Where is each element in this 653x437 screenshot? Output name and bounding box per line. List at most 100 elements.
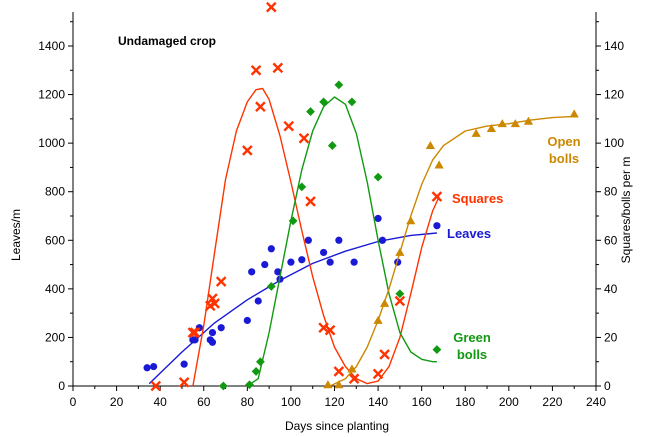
leaves-point — [248, 268, 256, 276]
series-label-squares: Squares — [452, 191, 503, 206]
green-bolls-point — [266, 282, 276, 291]
squares-point — [250, 64, 262, 76]
green-bolls-point — [256, 357, 265, 367]
leaves-point — [180, 360, 188, 368]
green-bolls-point — [245, 380, 254, 390]
x-axis-title: Days since planting — [285, 419, 389, 433]
green-bolls-point — [218, 381, 228, 391]
y-right-tick-label: 0 — [604, 379, 611, 393]
x-tick-label: 0 — [70, 395, 77, 409]
squares-point — [178, 377, 190, 388]
x-tick-label: 40 — [153, 395, 167, 409]
series-label-leaves: Leaves — [447, 226, 491, 241]
squares-point — [189, 327, 201, 338]
squares-point — [431, 191, 443, 202]
y-right-tick-label: 40 — [604, 282, 618, 296]
leaves-point — [208, 328, 217, 337]
leaves-point — [274, 268, 282, 276]
series-layer — [143, 1, 579, 392]
squares-point — [242, 145, 253, 156]
green-bolls-point — [347, 97, 357, 107]
y-right-tick-label: 20 — [604, 330, 618, 344]
squares-point — [255, 101, 266, 113]
series-label-green-bolls: Green bolls — [453, 330, 491, 362]
green-bolls-point — [373, 172, 383, 182]
leaves-point — [208, 338, 217, 346]
y-left-tick-label: 1400 — [38, 39, 65, 53]
leaves-point — [217, 324, 225, 332]
plot-frame — [72, 12, 597, 387]
green-bolls-fit-line — [246, 96, 437, 387]
y-axis-right: 0 20 40 60 80 100 120 140 — [596, 21, 624, 393]
green-bolls-point — [319, 97, 329, 107]
open-bolls-point — [347, 364, 357, 373]
x-tick-label: 60 — [197, 395, 211, 409]
y-right-tick-label: 140 — [604, 39, 624, 53]
series-label-line: bolls — [549, 151, 579, 166]
y-axis-left: 0 200 400 600 800 1000 1200 1400 — [38, 21, 73, 393]
green-bolls-point — [432, 345, 442, 354]
open-bolls-point — [497, 119, 507, 128]
squares-point — [379, 349, 390, 360]
leaves-point — [150, 362, 158, 371]
open-bolls-point — [395, 247, 405, 256]
open-bolls-point — [471, 128, 481, 137]
y-right-tick-label: 100 — [604, 136, 624, 150]
series-label-line: Green — [453, 330, 491, 345]
squares-point — [209, 298, 220, 309]
open-bolls-point — [434, 160, 444, 169]
open-bolls-fit-line — [329, 115, 575, 387]
squares-point — [272, 62, 284, 74]
green-bolls-point — [251, 367, 261, 376]
squares-point — [305, 196, 316, 207]
leaves-point — [254, 297, 262, 305]
series-squares — [150, 1, 443, 392]
open-bolls-point — [323, 380, 333, 389]
green-bolls-point — [327, 141, 337, 150]
squares-point — [283, 120, 295, 132]
y-left-tick-label: 600 — [45, 233, 65, 247]
leaves-point — [350, 258, 358, 266]
y-left-tick-label: 800 — [45, 185, 65, 199]
chart-title: Undamaged crop — [118, 34, 216, 48]
green-bolls-point — [334, 80, 344, 90]
leaves-point — [378, 236, 387, 244]
series-label-line: Leaves — [447, 226, 491, 241]
squares-point — [324, 324, 336, 336]
leaves-point — [433, 222, 441, 230]
x-tick-label: 80 — [241, 395, 255, 409]
x-tick-label: 100 — [281, 395, 301, 409]
open-bolls-point — [334, 380, 344, 389]
x-tick-label: 240 — [586, 395, 606, 409]
squares-point — [207, 293, 218, 304]
x-tick-label: 180 — [455, 395, 475, 409]
open-bolls-point — [486, 123, 496, 133]
squares-point — [394, 295, 406, 307]
y-right-tick-label: 80 — [604, 185, 618, 199]
squares-point — [348, 373, 360, 385]
series-green-bolls — [218, 80, 442, 391]
squares-point — [266, 1, 277, 13]
x-tick-label: 120 — [324, 395, 344, 409]
open-bolls-point — [380, 298, 390, 307]
series-labels: Leaves Squares Green bolls Open bolls — [447, 134, 581, 362]
leaves-point — [374, 214, 382, 223]
leaves-point — [326, 258, 334, 266]
y-left-tick-label: 400 — [45, 282, 65, 296]
y-right-tick-label: 120 — [604, 88, 624, 102]
y-left-tick-label: 200 — [45, 330, 65, 344]
series-label-line: bolls — [457, 347, 487, 362]
x-axis: 0 20 40 60 80 100 120 140 160 180 200 220 240 — [70, 386, 606, 409]
x-tick-label: 160 — [412, 395, 432, 409]
leaves-point — [243, 316, 251, 325]
open-bolls-point — [406, 216, 416, 225]
x-tick-label: 200 — [499, 395, 519, 409]
squares-point — [318, 322, 329, 334]
leaves-point — [143, 364, 151, 372]
y-axis-left-title: Leaves/m — [9, 209, 23, 261]
series-label-open-bolls: Open bolls — [547, 134, 580, 166]
squares-point — [150, 380, 162, 392]
green-bolls-point — [288, 216, 298, 226]
green-bolls-point — [306, 107, 315, 116]
